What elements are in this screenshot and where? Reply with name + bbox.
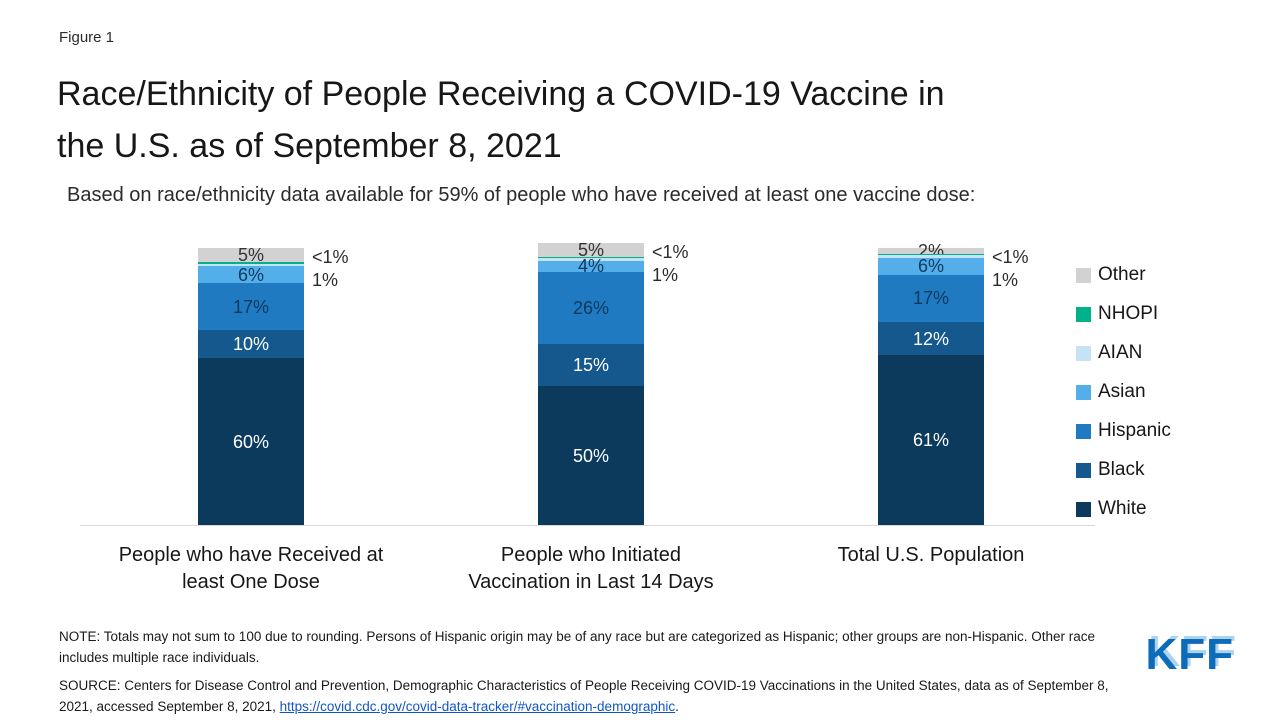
segment-value-label: 10%: [232, 334, 270, 355]
legend-swatch-icon: [1076, 267, 1091, 283]
bar-segment-black: 15%: [538, 344, 644, 386]
footer-notes: NOTE: Totals may not sum to 100 due to r…: [59, 627, 1134, 718]
legend-item-asian: Asian: [1076, 381, 1171, 403]
legend-swatch-icon: [1076, 462, 1091, 478]
bar-segment-black: 10%: [198, 330, 304, 359]
segment-value-label-outside: 1%: [992, 270, 1019, 291]
segment-value-label: 26%: [572, 298, 610, 319]
segment-value-label-outside: <1%: [992, 247, 1029, 268]
figure-label: Figure 1: [59, 29, 115, 46]
bar-segment-aian: [878, 255, 984, 259]
segment-value-label-outside: 1%: [652, 264, 679, 285]
bar-segment-aian: [538, 258, 644, 261]
bar-segment-nhopi: [198, 262, 304, 264]
source-suffix: .: [675, 698, 679, 714]
segment-value-label-outside: 1%: [312, 270, 339, 291]
segment-value-label: 17%: [912, 288, 950, 309]
source-prefix: SOURCE: Centers for Disease Control and …: [59, 677, 1109, 714]
legend-label: Black: [1098, 459, 1145, 480]
legend-swatch-icon: [1076, 501, 1091, 517]
legend-label: NHOPI: [1098, 303, 1159, 324]
legend-swatch-icon: [1076, 306, 1091, 322]
bar-segment-hispanic: 17%: [198, 283, 304, 331]
bar-segment-white: 61%: [878, 355, 984, 525]
x-axis-category-label: People who have Received at least One Do…: [118, 544, 384, 593]
x-axis-category-label: Total U.S. Population: [837, 544, 1025, 566]
bar-segment-asian: 4%: [538, 257, 644, 275]
segment-value-label: 17%: [232, 296, 270, 317]
segment-value-label-outside: <1%: [312, 247, 349, 268]
note-text: NOTE: Totals may not sum to 100 due to r…: [59, 629, 1096, 665]
bar-segment-hispanic: 17%: [878, 274, 984, 323]
stacked-bar: 5% <1% 1% 6% 17% 10% 60%: [198, 245, 349, 525]
bar-segment-other: 5%: [538, 239, 644, 260]
legend-swatch-icon: [1076, 345, 1091, 361]
legend-label: White: [1098, 498, 1147, 519]
chart-area: 5% <1% 1% 6% 17% 10% 60% 5% <1% 1% 4% 26% 15% 50% 2% <1…: [0, 240, 1280, 525]
segment-value-label: 5%: [577, 239, 604, 260]
title-line-2: the U.S. as of September 8, 2021: [57, 127, 562, 165]
x-axis-line: [80, 525, 1095, 526]
segment-value-label: 60%: [232, 431, 270, 452]
legend-item-hispanic: Hispanic: [1076, 420, 1171, 442]
legend: Other NHOPI AIAN Asian Hispanic Black White: [1076, 264, 1171, 537]
legend-item-nhopi: NHOPI: [1076, 303, 1171, 325]
x-axis-labels: People who have Received at least One Do…: [0, 542, 1280, 602]
legend-item-other: Other: [1076, 264, 1171, 286]
legend-swatch-icon: [1076, 384, 1091, 400]
bar-segment-nhopi: [878, 254, 984, 256]
bar-segment-asian: 6%: [198, 264, 304, 285]
bar-segment-asian: 6%: [878, 256, 984, 277]
bar-segment-black: 12%: [878, 322, 984, 356]
legend-label: AIAN: [1098, 342, 1143, 363]
segment-value-label: 61%: [912, 430, 950, 451]
title-line-1: Race/Ethnicity of People Receiving a COV…: [57, 75, 945, 113]
bar-segment-hispanic: 26%: [538, 272, 644, 345]
bar-segment-white: 60%: [198, 358, 304, 525]
segment-value-label: 6%: [917, 256, 944, 277]
segment-value-label: 4%: [577, 256, 604, 277]
legend-item-black: Black: [1076, 459, 1171, 481]
bar-segment-aian: [198, 263, 304, 267]
segment-value-label: 6%: [237, 264, 264, 285]
legend-label: Other: [1098, 264, 1146, 285]
stacked-bar: 5% <1% 1% 4% 26% 15% 50%: [538, 239, 689, 525]
source-link[interactable]: https://covid.cdc.gov/covid-data-tracker…: [279, 698, 676, 714]
segment-value-label-outside: <1%: [652, 241, 689, 262]
bar-segment-nhopi: [538, 256, 644, 259]
legend-label: Hispanic: [1098, 420, 1171, 441]
x-axis-category-label: People who Initiated Vaccination in Last…: [468, 544, 714, 593]
legend-item-white: White: [1076, 498, 1171, 520]
page-title: Race/Ethnicity of People Receiving a COV…: [57, 68, 945, 172]
segment-value-label: 5%: [237, 245, 264, 266]
legend-swatch-icon: [1076, 423, 1091, 439]
stacked-bar: 2% <1% 1% 6% 17% 12% 61%: [878, 242, 1029, 525]
kff-logo: KFF: [1145, 630, 1234, 679]
bar-segment-white: 50%: [538, 386, 644, 525]
segment-value-label: 12%: [912, 328, 950, 349]
legend-label: Asian: [1098, 381, 1146, 402]
source-text: SOURCE: Centers for Disease Control and …: [59, 676, 1134, 718]
segment-value-label: 50%: [572, 445, 610, 466]
bar-segment-other: 5%: [198, 245, 304, 266]
chart-subtitle: Based on race/ethnicity data available f…: [67, 184, 976, 206]
segment-value-label: 15%: [572, 355, 610, 376]
legend-item-aian: AIAN: [1076, 342, 1171, 364]
